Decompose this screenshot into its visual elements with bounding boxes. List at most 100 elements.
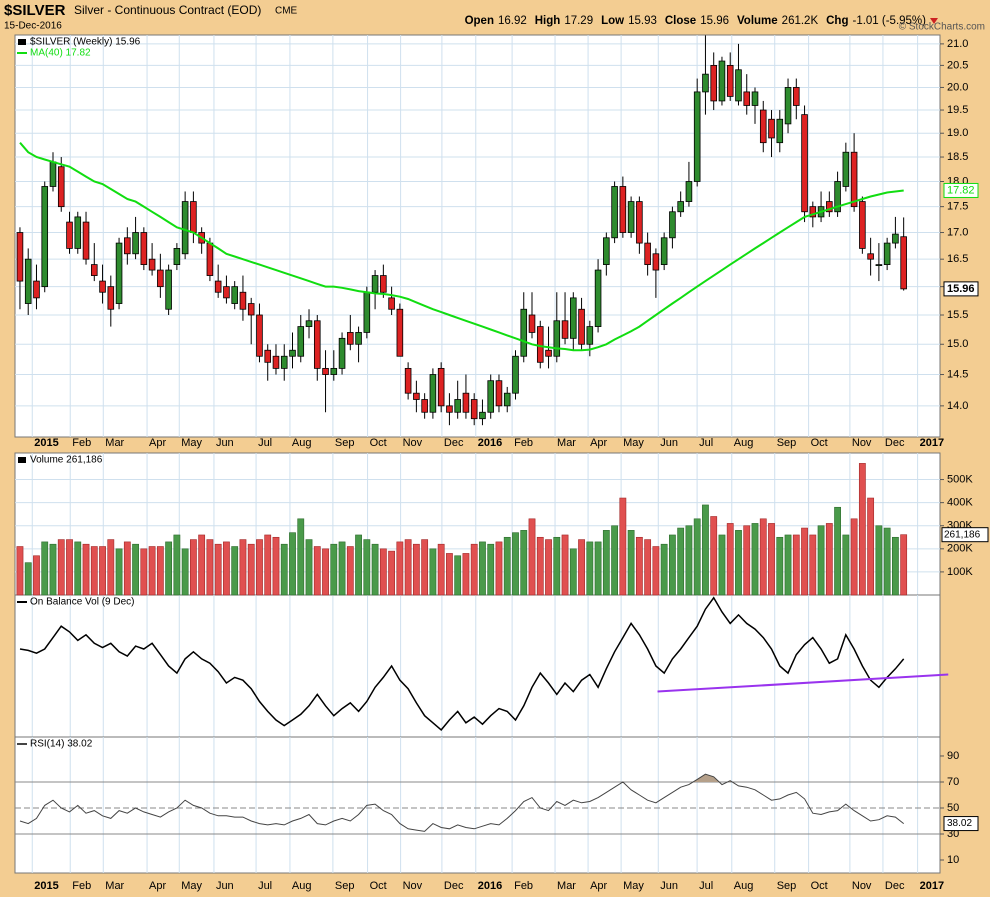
- volume-bar: [355, 534, 362, 596]
- y-tick-label: 14.0: [947, 400, 968, 412]
- volume-bar: [247, 543, 255, 596]
- x-tick-label: May: [623, 437, 644, 449]
- candle-body: [578, 308, 585, 345]
- candle-body: [297, 326, 305, 357]
- candle-body: [140, 232, 148, 266]
- panel-title: RSI(14) 38.02: [30, 739, 93, 750]
- volume-bar: [751, 523, 759, 596]
- y-tick-label: 20.5: [947, 59, 968, 71]
- volume-bar: [82, 543, 90, 596]
- candle-body: [801, 114, 808, 213]
- y-tick-label: 400K: [947, 497, 973, 509]
- candle-body: [718, 60, 726, 102]
- candle-body: [793, 87, 800, 106]
- y-tick-label: 19.0: [947, 127, 968, 139]
- candle-body: [24, 258, 32, 304]
- stat-value: 261.2K: [782, 15, 819, 27]
- last-price-box: [943, 281, 979, 297]
- volume-bar: [611, 525, 618, 596]
- volume-bar: [495, 541, 503, 596]
- candle-body: [165, 269, 172, 310]
- volume-bar: [156, 546, 164, 596]
- y-tick-label: 17.0: [947, 226, 968, 238]
- stat-label: High: [535, 15, 561, 27]
- volume-bar: [379, 548, 387, 596]
- candle-body: [231, 286, 238, 304]
- x-tick-label: 2015: [34, 880, 58, 892]
- volume-bar: [256, 539, 263, 596]
- y-tick-label: 500K: [947, 473, 973, 485]
- volume-bar: [528, 518, 536, 596]
- volume-bar: [223, 541, 230, 596]
- volume-bar: [850, 518, 858, 596]
- volume-bar: [462, 553, 470, 596]
- candle-body: [437, 367, 445, 407]
- candle-body: [470, 399, 478, 420]
- candle-body: [479, 411, 486, 420]
- volume-bar: [123, 541, 131, 596]
- candle-body: [157, 269, 164, 288]
- y-tick-label: 21.0: [947, 38, 968, 50]
- x-tick-label: Mar: [557, 880, 576, 892]
- x-tick-label: Nov: [403, 880, 423, 892]
- volume-bar: [669, 534, 676, 596]
- candle-body: [487, 380, 495, 413]
- candle-body: [355, 332, 362, 345]
- candle-body: [495, 380, 503, 407]
- volume-bar: [735, 530, 742, 596]
- volume-bar: [173, 534, 181, 596]
- candle-body: [553, 320, 561, 357]
- volume-bar: [24, 562, 32, 596]
- volume-bar: [875, 525, 883, 596]
- volume-bar: [33, 555, 40, 596]
- y-tick-label: 19.5: [947, 104, 968, 116]
- candle-body: [388, 297, 395, 310]
- volume-bar: [561, 534, 569, 596]
- x-tick-label: Jul: [699, 880, 713, 892]
- stat-label: Chg: [826, 15, 848, 27]
- x-tick-label: Apr: [149, 437, 166, 449]
- volume-bar: [801, 527, 808, 596]
- volume-bar: [115, 548, 123, 596]
- volume-bar: [264, 534, 272, 596]
- volume-bar: [289, 532, 296, 596]
- candle-body: [421, 399, 428, 413]
- candle-body: [371, 275, 379, 293]
- volume-bar: [503, 536, 511, 596]
- volume-bar: [627, 530, 635, 596]
- x-tick-label: May: [181, 437, 202, 449]
- volume-bar: [404, 539, 412, 596]
- candle-body: [413, 392, 420, 400]
- volume-bar: [437, 543, 445, 596]
- volume-bar: [619, 497, 627, 596]
- volume-bar: [181, 548, 189, 596]
- candle-body: [90, 264, 98, 276]
- x-tick-label: Feb: [72, 880, 91, 892]
- x-tick-label: Apr: [590, 437, 607, 449]
- candle-body: [503, 392, 511, 407]
- x-tick-label: Sep: [777, 880, 797, 892]
- volume-bar: [338, 541, 346, 596]
- date: 15-Dec-2016: [4, 21, 62, 32]
- volume-bar: [231, 546, 239, 596]
- candle-body: [330, 367, 338, 375]
- moving-average: [19, 142, 904, 352]
- x-tick-label: Aug: [292, 880, 312, 892]
- x-tick-label: Jun: [216, 437, 234, 449]
- volume-bar: [470, 543, 478, 596]
- candle-body: [594, 269, 602, 327]
- volume-bar: [776, 536, 784, 596]
- volume-bar: [553, 536, 561, 596]
- candle-body: [545, 349, 552, 357]
- candle-body: [561, 320, 569, 339]
- x-tick-label: Oct: [370, 437, 387, 449]
- candle-body: [462, 392, 470, 413]
- x-tick-label: Mar: [105, 880, 124, 892]
- candle-body: [454, 399, 461, 413]
- x-tick-label: Feb: [514, 437, 533, 449]
- volume-bar: [189, 539, 197, 596]
- candle-body: [57, 166, 65, 208]
- volume-bar: [330, 543, 338, 596]
- y-tick-label: 90: [947, 750, 959, 762]
- candle-body: [74, 216, 82, 249]
